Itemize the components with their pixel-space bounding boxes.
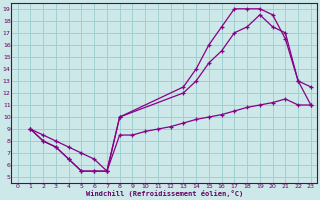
- X-axis label: Windchill (Refroidissement éolien,°C): Windchill (Refroidissement éolien,°C): [86, 190, 243, 197]
